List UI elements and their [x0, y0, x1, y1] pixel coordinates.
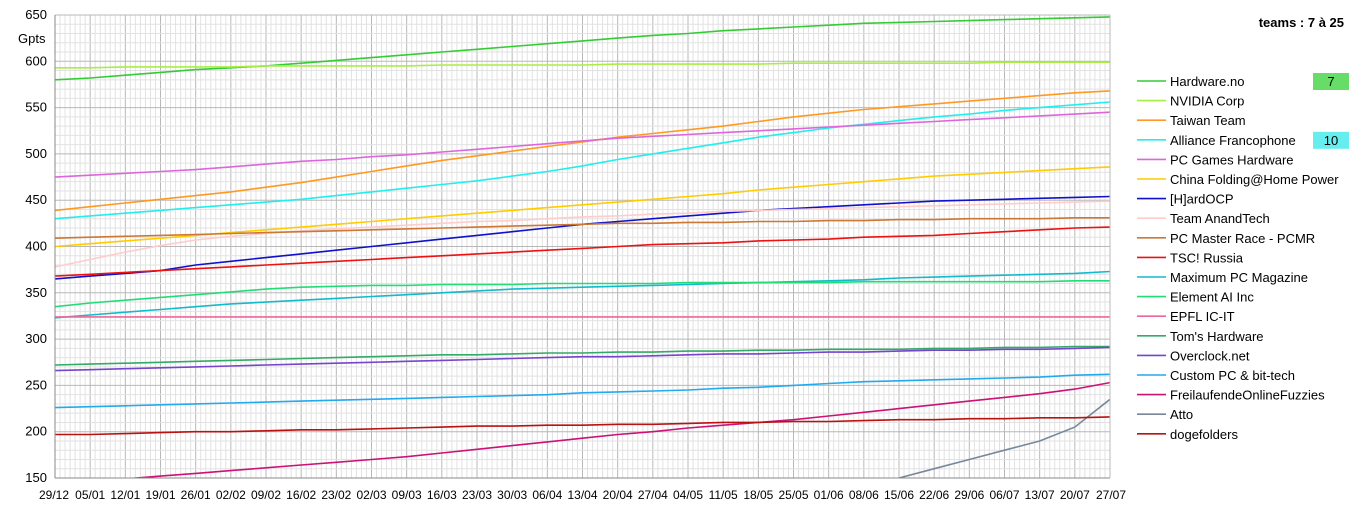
x-tick-label: 29/12 — [39, 488, 69, 502]
legend-label: FreilaufendeOnlineFuzzies — [1170, 388, 1325, 403]
x-tick-label: 20/04 — [603, 488, 633, 502]
series-line-overclock-net — [55, 346, 1110, 372]
series-line-element-ai-inc — [55, 280, 1110, 308]
x-tick-label: 30/03 — [497, 488, 527, 502]
y-tick-label: 650 — [25, 7, 47, 22]
y-axis-label: Gpts — [18, 31, 46, 46]
x-tick-label: 15/06 — [884, 488, 914, 502]
rank-badge — [1313, 73, 1349, 90]
legend-label: Hardware.no — [1170, 74, 1244, 89]
x-tick-label: 02/02 — [216, 488, 246, 502]
y-tick-label: 350 — [25, 285, 47, 300]
y-tick-label: 200 — [25, 424, 47, 439]
legend-label: Custom PC & bit-tech — [1170, 368, 1295, 383]
legend-label: China Folding@Home Power — [1170, 172, 1339, 187]
legend-label: Overclock.net — [1170, 348, 1250, 363]
legend-label: Element AI Inc — [1170, 290, 1254, 305]
legend-label: Atto — [1170, 407, 1193, 422]
chart-title: teams : 7 à 25 — [1259, 15, 1344, 30]
series-line-freilaufendeonlinefuzzies — [126, 381, 1110, 478]
legend-label: Taiwan Team — [1170, 113, 1246, 128]
series-line-hardware-no — [55, 16, 1110, 81]
x-tick-label: 16/02 — [286, 488, 316, 502]
series-line-china-folding-home-power — [55, 166, 1110, 248]
y-tick-label: 550 — [25, 100, 47, 115]
x-tick-label: 27/04 — [638, 488, 668, 502]
grid — [54, 14, 1111, 479]
series-line-taiwan-team — [55, 90, 1110, 212]
x-tick-label: 04/05 — [673, 488, 703, 502]
x-tick-label: 13/07 — [1025, 488, 1055, 502]
series-line-tom-s-hardware — [55, 345, 1110, 366]
legend-label: [H]ardOCP — [1170, 192, 1234, 207]
x-tick-label: 09/02 — [251, 488, 281, 502]
legend: Hardware.no 7 NVIDIA Corp Taiwan Team Allian… — [1137, 73, 1349, 442]
legend-label: TSC! Russia — [1170, 250, 1244, 265]
series-line-nvidia-corp — [55, 61, 1110, 69]
x-tick-label: 16/03 — [427, 488, 457, 502]
series-line-dogefolders — [55, 416, 1110, 436]
x-tick-label: 12/01 — [110, 488, 140, 502]
series-line-pc-games-hardware — [55, 111, 1110, 178]
series-line-maximum-pc-magazine — [55, 270, 1110, 319]
series-line-pc-master-race-pcmr — [55, 217, 1110, 239]
x-tick-label: 20/07 — [1060, 488, 1090, 502]
x-tick-label: 18/05 — [743, 488, 773, 502]
y-tick-label: 250 — [25, 377, 47, 392]
series-line-custom-pc-bit-tech — [55, 373, 1110, 409]
legend-label: Alliance Francophone — [1170, 133, 1296, 148]
y-tick-label: 500 — [25, 146, 47, 161]
legend-label: NVIDIA Corp — [1170, 94, 1244, 109]
legend-label: Team AnandTech — [1170, 211, 1270, 226]
legend-label: PC Games Hardware — [1170, 152, 1294, 167]
axes: 150 200 250 300 350 400 450 500 550 600 650 29/12 05… — [25, 7, 1126, 502]
x-tick-label: 27/07 — [1096, 488, 1126, 502]
x-tick-label: 29/06 — [954, 488, 984, 502]
x-tick-label: 23/02 — [321, 488, 351, 502]
rank-badge-text: 7 — [1327, 74, 1334, 89]
x-tick-label: 08/06 — [849, 488, 879, 502]
x-tick-label: 19/01 — [145, 488, 175, 502]
legend-label: PC Master Race - PCMR — [1170, 231, 1315, 246]
x-tick-label: 09/03 — [392, 488, 422, 502]
x-tick-label: 11/05 — [709, 488, 738, 502]
legend-label: EPFL IC-IT — [1170, 309, 1235, 324]
x-tick-label: 23/03 — [462, 488, 492, 502]
x-tick-label: 06/07 — [989, 488, 1019, 502]
y-tick-label: 150 — [25, 470, 47, 485]
y-tick-label: 450 — [25, 192, 47, 207]
x-tick-label: 25/05 — [778, 488, 808, 502]
x-tick-label: 01/06 — [814, 488, 844, 502]
y-tick-label: 600 — [25, 53, 47, 68]
x-tick-label: 26/01 — [181, 488, 211, 502]
legend-label: dogefolders — [1170, 427, 1238, 442]
series-line-alliance-francophone — [55, 101, 1110, 220]
x-tick-label: 13/04 — [567, 488, 597, 502]
legend-label: Tom's Hardware — [1170, 329, 1264, 344]
rank-badge-text: 10 — [1324, 133, 1338, 148]
y-tick-label: 400 — [25, 239, 47, 254]
x-tick-label: 05/01 — [75, 488, 105, 502]
legend-label: Maximum PC Magazine — [1170, 270, 1308, 285]
series-line-atto — [898, 398, 1110, 478]
series-line-team-anandtech — [55, 200, 1110, 268]
x-tick-label: 22/06 — [919, 488, 949, 502]
x-tick-label: 02/03 — [356, 488, 386, 502]
series-line-tsc-russia — [55, 226, 1110, 277]
y-tick-label: 300 — [25, 331, 47, 346]
rank-badge — [1313, 131, 1349, 149]
x-tick-label: 06/04 — [532, 488, 562, 502]
series-lines — [55, 16, 1110, 478]
